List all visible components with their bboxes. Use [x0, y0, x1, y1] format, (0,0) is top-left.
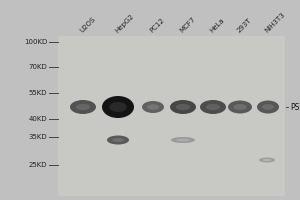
Ellipse shape [147, 104, 159, 110]
Text: HepG2: HepG2 [114, 13, 135, 34]
Bar [58, 36, 285, 196]
Text: 293T: 293T [236, 17, 253, 34]
Ellipse shape [107, 136, 129, 144]
Ellipse shape [176, 139, 190, 141]
Text: NIH3T3: NIH3T3 [264, 12, 286, 34]
Ellipse shape [70, 100, 96, 114]
Ellipse shape [259, 158, 275, 162]
Ellipse shape [206, 104, 220, 110]
Ellipse shape [76, 104, 90, 110]
Ellipse shape [262, 104, 274, 110]
Text: PC12: PC12 [149, 17, 166, 34]
Text: PSMC5: PSMC5 [290, 102, 300, 112]
Text: 70KD: 70KD [28, 64, 47, 70]
Ellipse shape [233, 104, 247, 110]
Text: 25KD: 25KD [28, 162, 47, 168]
Ellipse shape [112, 138, 124, 142]
Text: 100KD: 100KD [24, 39, 47, 45]
Ellipse shape [171, 137, 195, 143]
Ellipse shape [262, 159, 272, 161]
Ellipse shape [228, 100, 252, 114]
Text: 55KD: 55KD [28, 90, 47, 96]
Ellipse shape [142, 101, 164, 113]
Ellipse shape [109, 102, 127, 112]
Text: U2OS: U2OS [79, 16, 97, 34]
Ellipse shape [176, 104, 190, 110]
Text: 35KD: 35KD [28, 134, 47, 140]
Text: MCF7: MCF7 [179, 16, 196, 34]
Text: 40KD: 40KD [28, 116, 47, 122]
Ellipse shape [200, 100, 226, 114]
Ellipse shape [170, 100, 196, 114]
Ellipse shape [257, 100, 279, 114]
Text: HeLa: HeLa [209, 17, 226, 34]
Ellipse shape [102, 96, 134, 118]
